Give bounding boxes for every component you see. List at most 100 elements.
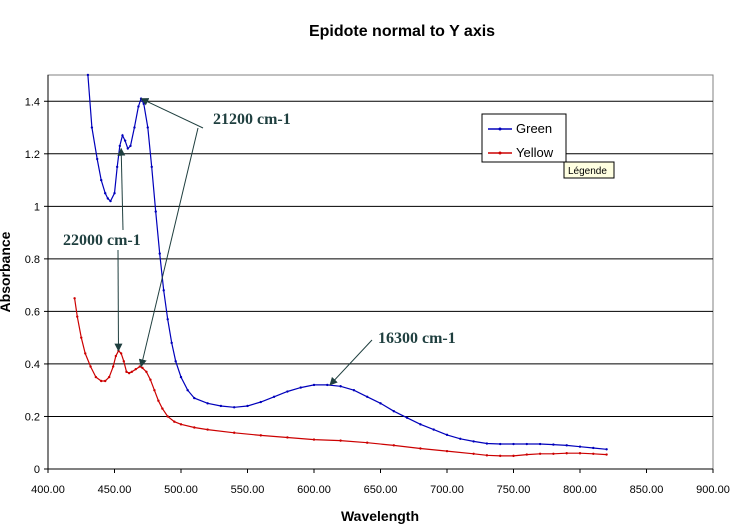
y-tick-label: 0.8 [25,254,40,266]
data-point [366,395,369,398]
data-point [157,399,160,402]
data-point [592,446,595,450]
data-point [142,102,145,106]
annotations: 21200 cm-1 22000 cm-1 16300 cm-1 [63,98,456,386]
data-point [94,375,98,379]
data-point [499,442,502,446]
tooltip-text: Légende [568,166,607,177]
data-point [366,441,369,444]
data-point [80,336,83,339]
data-point [115,165,119,169]
annotation-label: 22000 cm-1 [63,232,141,249]
annotation-arrow [138,127,199,368]
x-tick-label: 850.00 [630,484,664,496]
data-point [89,365,92,368]
data-point [459,437,462,440]
plot-frame [47,74,714,470]
data-point [174,360,177,363]
data-point [153,389,156,392]
data-point [138,365,141,368]
data-point [170,341,173,345]
data-point [605,453,608,456]
data-point [379,402,382,405]
data-point [286,436,289,439]
data-point [219,404,223,408]
data-point [445,433,449,437]
series-line-green [87,74,607,450]
x-tick-label: 450.00 [98,484,132,496]
data-point [272,395,276,398]
data-point [432,428,435,431]
data-point [150,165,153,169]
data-point [193,426,196,429]
data-point [121,134,124,137]
data-point [173,420,176,423]
y-tick-label: 1.4 [25,96,40,108]
data-point [605,448,608,451]
data-point [233,431,236,434]
data-point [145,370,148,374]
data-point [233,406,236,409]
grid-lines [48,100,713,470]
data-point [106,197,110,200]
data-point [111,365,115,368]
legend-label: Yellow [516,145,554,160]
data-point [246,404,249,408]
y-tick-label: 0.4 [25,359,40,371]
x-axis-ticks: 400.00 450.00 500.00 550.00 600.00 650.00 700.… [31,75,730,496]
data-point [90,126,94,129]
data-point [141,366,144,370]
data-point [166,415,169,418]
data-point [114,354,118,358]
data-point [134,367,137,371]
data-point [122,360,126,363]
data-point [525,442,528,446]
y-tick-label: 1 [34,201,40,213]
data-point [419,423,422,426]
data-point [107,375,111,379]
data-point [538,442,542,446]
y-axis-title: Absorbance [0,231,13,312]
data-point [578,452,582,455]
legend-marker [498,127,502,131]
annotation-arrow [117,147,126,231]
data-point [73,297,76,300]
data-point [146,126,149,129]
x-axis-title: Wavelength [341,508,419,524]
series-lines [73,73,608,458]
data-point [538,452,542,455]
data-point [552,443,555,446]
data-point [312,383,316,387]
data-point [512,442,515,446]
data-point [118,144,122,148]
chart-title: Epidote normal to Y axis [309,23,495,40]
data-point [166,318,169,321]
data-point [96,157,99,161]
data-point [485,442,489,445]
y-tick-label: 0.2 [25,411,40,423]
series-line-yellow [74,298,607,457]
data-point [125,370,128,374]
data-point [126,147,129,150]
data-point [392,410,395,413]
tooltip-box [563,161,615,179]
x-tick-label: 600.00 [297,484,331,496]
data-point [186,389,189,392]
data-point [113,192,116,195]
data-point [119,352,123,355]
data-point [578,445,582,448]
data-point [161,407,164,410]
data-point [405,416,409,419]
data-point [109,199,112,203]
annotation-arrow [140,98,204,129]
data-point [499,454,502,458]
data-point [485,454,489,457]
data-point [137,105,140,108]
legend[interactable]: Green Yellow [481,113,567,163]
data-point [86,73,90,77]
data-point [100,379,103,383]
data-point [312,438,316,441]
x-tick-label: 750.00 [497,484,531,496]
data-point [326,383,329,387]
data-point [206,428,209,431]
